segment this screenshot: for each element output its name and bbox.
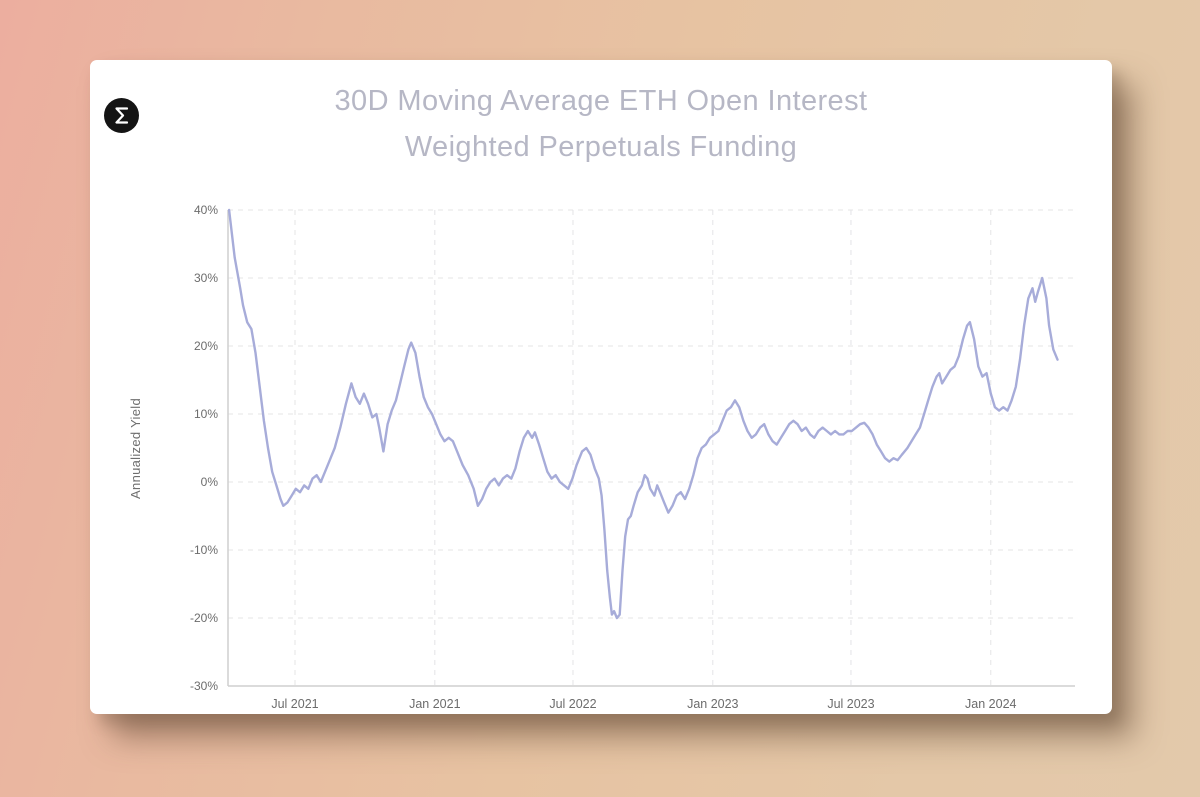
logo-icon[interactable] <box>104 98 139 133</box>
sigma-logo-glyph <box>104 98 139 133</box>
chart-title: 30D Moving Average ETH Open Interest Wei… <box>150 78 1052 170</box>
chart-card: 30D Moving Average ETH Open Interest Wei… <box>90 60 1112 714</box>
y-tick-label: 40% <box>194 203 218 217</box>
chart-title-line2: Weighted Perpetuals Funding <box>404 131 798 163</box>
funding-series-line[interactable] <box>227 208 1059 620</box>
y-tick-label: -30% <box>190 679 218 693</box>
chart-title-line1: 30D Moving Average ETH Open Interest <box>334 85 868 117</box>
x-tick-label: Jul 2022 <box>549 697 596 711</box>
y-tick-label: 0% <box>201 475 219 489</box>
y-tick-label: -20% <box>190 611 218 625</box>
y-tick-label: 30% <box>194 271 218 285</box>
x-tick-label: Jul 2023 <box>827 697 874 711</box>
y-tick-label: 10% <box>194 407 218 421</box>
x-tick-label: Jan 2024 <box>965 697 1016 711</box>
x-tick-label: Jul 2021 <box>271 697 318 711</box>
x-tick-label: Jan 2023 <box>687 697 738 711</box>
x-tick-label: Jan 2021 <box>409 697 460 711</box>
funding-line-chart[interactable]: 40% 30% 20% 10% 0% -10% -20% -30% Jul 2021 Jan 20… <box>90 60 1112 714</box>
y-tick-label: 20% <box>194 339 218 353</box>
y-tick-label: -10% <box>190 543 218 557</box>
